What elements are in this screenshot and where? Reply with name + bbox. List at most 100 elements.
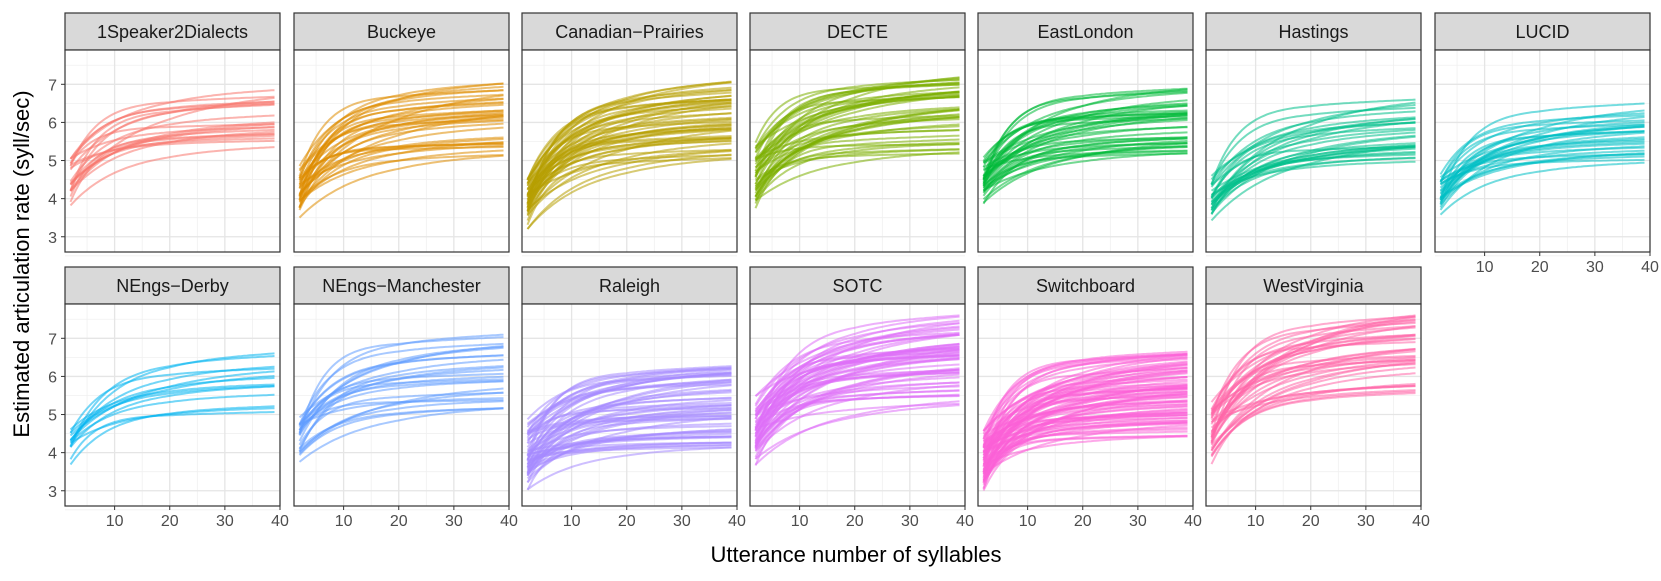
panel-lucid: LUCID 10 20 30 40 [1434, 12, 1659, 276]
series-line [527, 443, 732, 471]
series-group [69, 352, 275, 466]
series-line [1210, 315, 1416, 440]
panel-raleigh: Raleigh 10 20 30 40 [521, 266, 746, 530]
strip-1speaker2dialects [64, 12, 281, 51]
strip-switchboard [977, 266, 1194, 305]
series-line [1210, 118, 1416, 211]
series-line [754, 109, 960, 197]
series-group [1210, 314, 1416, 465]
x-tick-label: 40 [1184, 513, 1202, 530]
series-line [754, 404, 960, 460]
series-line [982, 137, 1188, 192]
x-tick-label: 20 [846, 513, 864, 530]
series-line [298, 94, 504, 199]
y-tick-label: 5 [48, 154, 57, 171]
series-line [298, 333, 504, 433]
series-line [69, 365, 275, 442]
x-tick-label: 40 [1412, 513, 1430, 530]
x-tick-label: 40 [728, 513, 746, 530]
series-line [754, 389, 960, 466]
series-line [526, 81, 732, 185]
series-line [982, 90, 1188, 185]
series-line [754, 114, 960, 178]
series-line [298, 113, 504, 171]
x-tick-label: 10 [563, 513, 581, 530]
series-line [1210, 361, 1416, 449]
series-line [526, 402, 732, 468]
series-line [982, 104, 1188, 184]
series-line [983, 422, 1188, 454]
series-group [754, 76, 960, 209]
series-line [982, 390, 1188, 445]
panel-border [521, 303, 738, 507]
panel-border [977, 303, 1194, 507]
series-line [1210, 325, 1416, 444]
x-tick-label: 20 [390, 513, 408, 530]
series-line [982, 369, 1188, 471]
strip-label: Hastings [1278, 22, 1348, 42]
series-line [1210, 144, 1416, 212]
series-line [1439, 102, 1645, 200]
series-line [69, 133, 275, 203]
strip-label: Canadian−Prairies [555, 22, 704, 42]
strip-westvirginia [1205, 266, 1422, 305]
series-line [298, 146, 504, 181]
panel-decte: DECTE [749, 12, 966, 257]
strip-buckeye [293, 12, 510, 51]
panel-border [64, 49, 281, 253]
series-line [526, 99, 732, 180]
series-line [1439, 109, 1645, 192]
x-tick-label: 40 [1641, 259, 1659, 276]
series-line [754, 351, 960, 451]
series-line [754, 76, 960, 185]
strip-label: Buckeye [367, 22, 436, 42]
series-line [1439, 116, 1645, 194]
plot-background [65, 304, 280, 506]
series-line [526, 140, 732, 190]
series-line [526, 432, 732, 491]
series-line [982, 424, 1188, 475]
series-line [298, 93, 504, 179]
series-line [526, 446, 732, 491]
series-line [1210, 98, 1416, 185]
x-tick-label: 40 [956, 513, 974, 530]
series-line [1210, 135, 1416, 214]
x-tick-label: 20 [1302, 513, 1320, 530]
series-line [69, 393, 275, 443]
strip-nengs-manchester [293, 266, 510, 305]
series-line [526, 142, 732, 216]
x-tick-label: 10 [1019, 513, 1037, 530]
series-line [982, 386, 1188, 454]
series-line [982, 364, 1188, 442]
series-line [69, 355, 275, 447]
strip-lucid [1434, 12, 1651, 51]
x-axis-title: Utterance number of syllables [710, 542, 1001, 567]
x-tick-label: 30 [673, 513, 691, 530]
series-line [1210, 316, 1416, 444]
strip-decte [749, 12, 966, 51]
series-line [1210, 315, 1416, 436]
series-line [526, 373, 732, 444]
y-axis-title: Estimated articulation rate (syll/sec) [9, 90, 34, 437]
series-line [69, 375, 275, 437]
series-line [982, 417, 1188, 449]
strip-raleigh [521, 266, 738, 305]
x-tick-label: 30 [1357, 513, 1375, 530]
panel-border [521, 49, 738, 253]
series-line [982, 430, 1188, 470]
series-line [298, 126, 504, 196]
series-line [298, 82, 504, 187]
series-line [69, 352, 275, 448]
series-line [754, 314, 960, 437]
series-line [526, 149, 732, 196]
x-tick-label: 30 [1129, 513, 1147, 530]
panel-sotc: SOTC 10 20 30 40 [749, 266, 974, 530]
series-line [754, 142, 960, 202]
strip-label: DECTE [827, 22, 888, 42]
series-line [298, 407, 504, 463]
x-tick-label: 20 [618, 513, 636, 530]
series-line [526, 89, 732, 181]
series-line [982, 367, 1188, 473]
series-line [754, 351, 960, 420]
panel-buckeye: Buckeye [293, 12, 510, 257]
